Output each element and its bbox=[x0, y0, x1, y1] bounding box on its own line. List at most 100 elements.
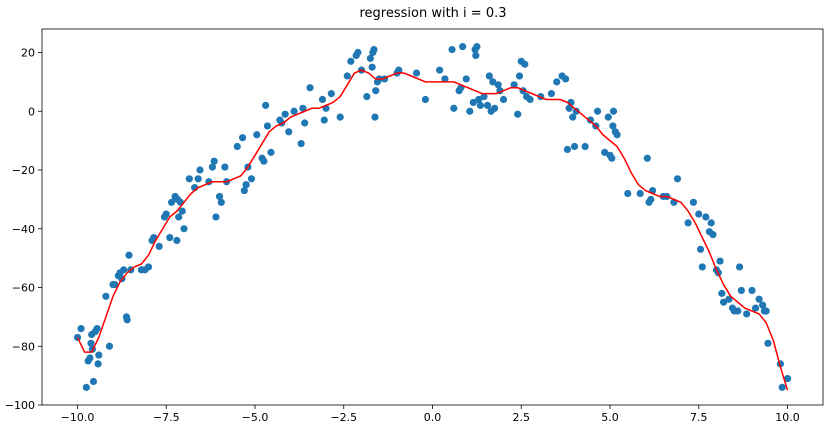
scatter-point bbox=[253, 131, 261, 139]
scatter-point bbox=[347, 57, 355, 65]
y-tick-label: −40 bbox=[12, 223, 35, 236]
scatter-point bbox=[247, 175, 256, 183]
x-tick-label: −2.5 bbox=[330, 411, 357, 424]
scatter-point bbox=[281, 110, 289, 118]
scatter-point bbox=[208, 163, 216, 171]
x-tick-label: 10.0 bbox=[775, 411, 800, 424]
scatter-point bbox=[111, 280, 119, 289]
scatter-point bbox=[720, 298, 728, 306]
scatter-point bbox=[285, 128, 293, 136]
scatter-point bbox=[436, 66, 444, 74]
scatter-point bbox=[480, 92, 488, 101]
scatter-point bbox=[306, 84, 314, 92]
scatter-point bbox=[318, 95, 327, 104]
scatter-point bbox=[716, 257, 724, 265]
scatter-point bbox=[624, 189, 632, 198]
scatter-point bbox=[702, 213, 710, 221]
scatter-point bbox=[725, 295, 733, 303]
scatter-point bbox=[514, 110, 522, 118]
regression-line-series bbox=[76, 69, 789, 391]
scatter-point bbox=[489, 78, 497, 86]
scatter-point bbox=[510, 81, 518, 89]
scatter-point bbox=[210, 157, 218, 165]
scatter-point bbox=[336, 113, 344, 121]
scatter-point bbox=[499, 95, 508, 104]
scatter-point bbox=[748, 286, 756, 295]
plot-area bbox=[42, 29, 823, 405]
scatter-point bbox=[125, 251, 133, 259]
scatter-point bbox=[180, 225, 188, 233]
scatter-point bbox=[87, 339, 95, 347]
scatter-point bbox=[102, 292, 110, 300]
scatter-point bbox=[185, 175, 193, 183]
scatter-point bbox=[94, 360, 102, 368]
x-tick-label: 7.5 bbox=[690, 411, 708, 424]
scatter-point bbox=[562, 75, 570, 83]
scatter-point bbox=[734, 307, 742, 315]
scatter-point bbox=[412, 69, 421, 77]
x-tick-label: −10.0 bbox=[61, 411, 95, 424]
scatter-point bbox=[194, 175, 202, 183]
scatter-point bbox=[593, 107, 602, 115]
scatter-point bbox=[233, 142, 241, 151]
scatter-point bbox=[123, 316, 131, 324]
plot-background bbox=[42, 29, 823, 405]
y-tick-label: −20 bbox=[12, 164, 35, 177]
scatter-point bbox=[155, 242, 163, 250]
scatter-point bbox=[320, 116, 328, 124]
scatter-point bbox=[709, 231, 717, 239]
scatter-point bbox=[609, 107, 618, 115]
scatter-point bbox=[167, 198, 176, 206]
scatter-point bbox=[162, 210, 170, 218]
scatter-point bbox=[178, 207, 186, 215]
y-tick-label: −60 bbox=[12, 282, 35, 295]
scatter-point bbox=[93, 325, 101, 333]
scatter-point bbox=[586, 116, 595, 124]
scatter-point bbox=[563, 145, 572, 154]
scatter-point bbox=[735, 263, 744, 271]
scatter-point bbox=[297, 139, 305, 148]
scatter-point bbox=[494, 81, 502, 89]
scatter-point bbox=[212, 213, 220, 221]
scatter-point bbox=[473, 43, 481, 51]
scatter-point bbox=[570, 142, 579, 151]
scatter-point bbox=[613, 131, 621, 139]
scatter-point bbox=[515, 72, 524, 80]
scatter-point bbox=[354, 48, 362, 57]
scatter-point bbox=[343, 72, 351, 80]
scatter-point bbox=[684, 219, 692, 227]
scatter-point bbox=[778, 383, 786, 391]
regression-line bbox=[76, 69, 789, 391]
scatter-point bbox=[547, 90, 556, 98]
scatter-point bbox=[604, 113, 612, 121]
scatter-point bbox=[751, 304, 760, 312]
scatter-point bbox=[755, 295, 763, 303]
scatter-point bbox=[173, 236, 181, 245]
scatter-point bbox=[483, 101, 492, 109]
scatter-point bbox=[526, 95, 534, 104]
scatter-point bbox=[485, 72, 493, 80]
scatter-point bbox=[267, 148, 275, 156]
scatter-point bbox=[764, 339, 772, 347]
y-tick-label: −80 bbox=[12, 340, 35, 353]
scatter-point bbox=[673, 175, 682, 183]
scatter-point bbox=[77, 325, 85, 333]
scatter-point bbox=[462, 75, 470, 83]
scatter-point bbox=[609, 122, 617, 130]
scatter-point bbox=[743, 310, 751, 318]
scatter-point bbox=[459, 43, 467, 51]
scatter-point bbox=[783, 374, 792, 383]
x-tick-label: −7.5 bbox=[153, 411, 180, 424]
scatter-point bbox=[718, 289, 726, 297]
scatter-point bbox=[689, 198, 698, 206]
scatter-point bbox=[476, 101, 485, 109]
scatter-point bbox=[238, 134, 247, 142]
scatter-point bbox=[491, 104, 499, 112]
scatter-point bbox=[370, 45, 378, 54]
scatter-point bbox=[565, 104, 573, 112]
scatter-point bbox=[368, 63, 376, 71]
scatter-point bbox=[176, 198, 185, 206]
scatter-point bbox=[299, 104, 307, 112]
axes: −10.0 −7.5 −5.0 −2.5 0.0 2.5 5.0 7.5 10.0 −100 −80… bbox=[5, 28, 824, 424]
